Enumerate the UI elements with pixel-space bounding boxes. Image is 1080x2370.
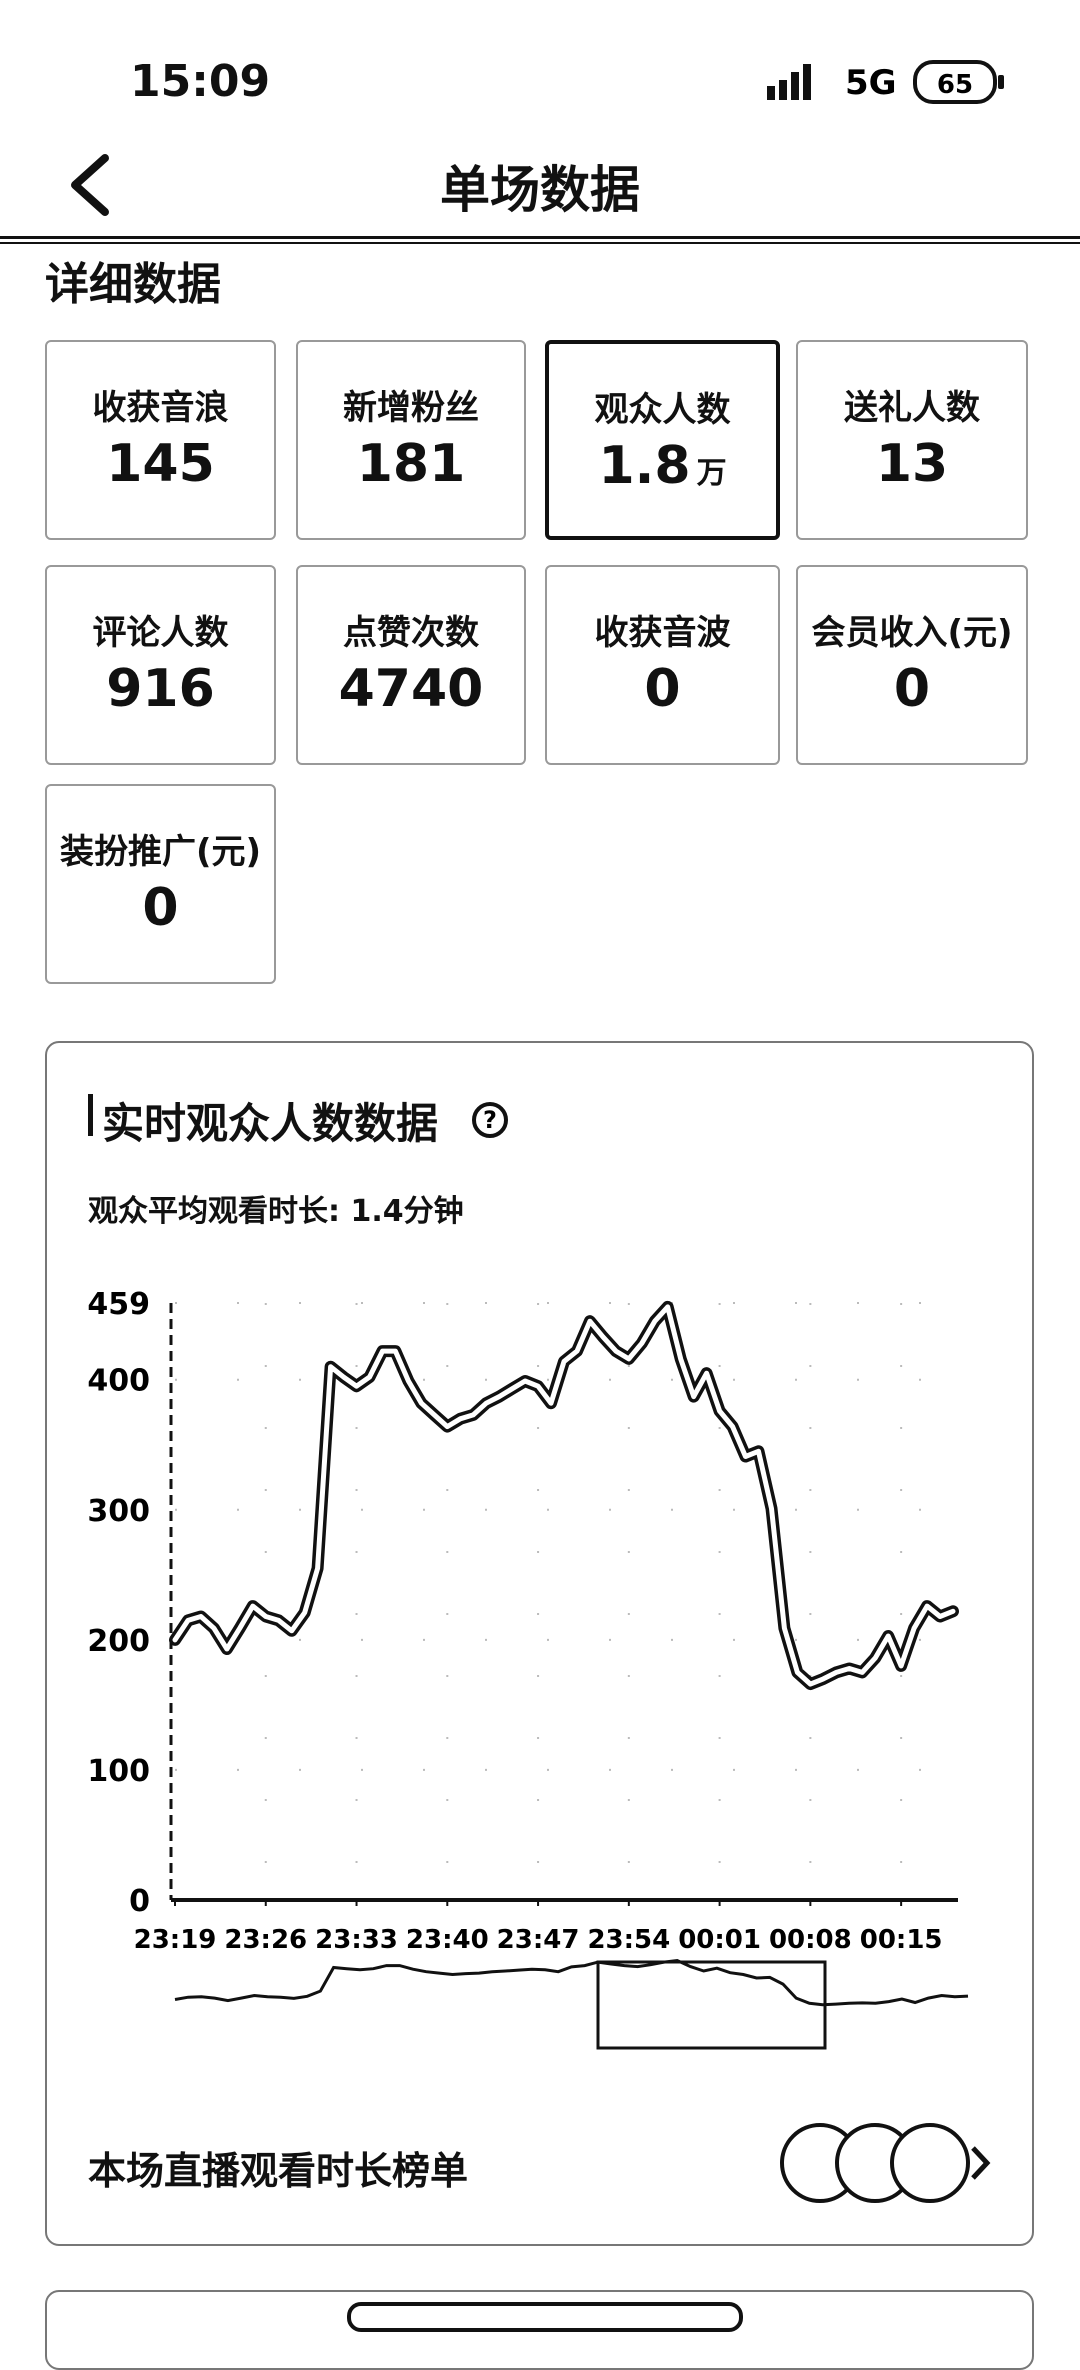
status-icons: 5G 65 bbox=[767, 60, 1004, 104]
help-icon[interactable]: ? bbox=[470, 1100, 510, 1140]
battery-frame bbox=[913, 60, 997, 104]
stat-card[interactable]: 收获音波 0 bbox=[545, 565, 780, 765]
stat-label: 送礼人数 bbox=[844, 388, 980, 428]
stat-label: 评论人数 bbox=[92, 613, 229, 653]
signal-bar bbox=[779, 80, 787, 100]
stat-value-row: 13 bbox=[798, 434, 1026, 494]
stat-label: 收获音浪 bbox=[92, 388, 229, 428]
chart-card bbox=[45, 1041, 1034, 2246]
avatar-row[interactable] bbox=[775, 2118, 1005, 2208]
x-tick-label: 23:33 bbox=[315, 1925, 398, 1955]
footer-label[interactable]: 本场直播观看时长榜单 bbox=[88, 2149, 469, 2193]
x-tick-label: 00:01 bbox=[678, 1925, 761, 1955]
stat-card[interactable]: 收获音浪 145 bbox=[45, 340, 276, 540]
y-tick-label: 100 bbox=[87, 1754, 150, 1789]
x-tick-label: 00:08 bbox=[769, 1925, 852, 1955]
stat-value-row: 1.8 万 bbox=[549, 436, 776, 496]
help-circle[interactable] bbox=[472, 1102, 508, 1138]
y-tick-label: 0 bbox=[129, 1884, 150, 1919]
stat-value: 0 bbox=[893, 659, 931, 719]
y-tick-label: 200 bbox=[87, 1624, 150, 1659]
home-indicator bbox=[347, 2302, 743, 2332]
stat-label: 收获音波 bbox=[594, 613, 731, 653]
stat-value-row: 0 bbox=[47, 878, 274, 938]
stat-value-row: 181 bbox=[298, 434, 524, 494]
stat-card[interactable]: 点赞次数 4740 bbox=[296, 565, 526, 765]
stat-value-row: 0 bbox=[547, 659, 778, 719]
x-tick-label: 23:47 bbox=[497, 1925, 580, 1955]
stat-value: 0 bbox=[644, 659, 681, 719]
back-arrow[interactable] bbox=[71, 154, 109, 216]
stat-label: 点赞次数 bbox=[343, 613, 479, 653]
signal-bar bbox=[803, 64, 811, 100]
chart: 0 100 200 300 400 459 23:19 23:26 23:33 23:40 23:4… bbox=[87, 1287, 969, 2050]
title-bar bbox=[88, 1094, 93, 1136]
x-tick-label: 00:15 bbox=[860, 1925, 943, 1955]
avatar bbox=[890, 2123, 970, 2203]
stat-label: 观众人数 bbox=[594, 390, 731, 430]
stat-unit: 万 bbox=[696, 456, 727, 491]
stat-label: 会员收入(元) bbox=[811, 613, 1013, 653]
network: 5G bbox=[845, 63, 897, 103]
stat-card[interactable]: 新增粉丝 181 bbox=[296, 340, 526, 540]
x-tick-label: 23:19 bbox=[134, 1925, 217, 1955]
stat-value-row: 916 bbox=[47, 659, 274, 719]
section-title: 详细数据 bbox=[45, 259, 221, 310]
battery-tip bbox=[998, 75, 1004, 89]
stat-value: 13 bbox=[875, 434, 949, 494]
signal-bar bbox=[767, 86, 775, 100]
stat-value-row: 0 bbox=[798, 659, 1026, 719]
stat-label: 新增粉丝 bbox=[343, 388, 479, 428]
stat-card[interactable]: 观众人数 1.8 万 bbox=[545, 340, 780, 540]
stat-value: 1.8 bbox=[598, 436, 691, 496]
stat-value: 4740 bbox=[338, 659, 484, 719]
x-tick-label: 23:40 bbox=[406, 1925, 489, 1955]
stat-value-row: 4740 bbox=[298, 659, 524, 719]
y-tick-label: 459 bbox=[87, 1287, 150, 1322]
y-tick-label: 400 bbox=[87, 1364, 150, 1399]
battery-level: 65 bbox=[937, 70, 973, 100]
help-mark[interactable]: ? bbox=[483, 1106, 497, 1134]
status-time: 15:09 bbox=[130, 56, 271, 107]
stat-card[interactable]: 装扮推广(元) 0 bbox=[45, 784, 276, 984]
chart-title: 实时观众人数数据 bbox=[102, 1099, 439, 1148]
stat-value: 181 bbox=[356, 434, 466, 494]
chart-subtitle: 观众平均观看时长: 1.4分钟 bbox=[88, 1194, 464, 1229]
header-divider bbox=[0, 236, 1080, 244]
stat-card[interactable]: 会员收入(元) 0 bbox=[796, 565, 1028, 765]
stat-value: 145 bbox=[106, 434, 215, 494]
chevron[interactable] bbox=[971, 2146, 991, 2180]
stat-card[interactable]: 送礼人数 13 bbox=[796, 340, 1028, 540]
x-tick-label: 23:26 bbox=[224, 1925, 307, 1955]
back-button[interactable] bbox=[60, 150, 120, 220]
x-tick-label: 23:54 bbox=[587, 1925, 670, 1955]
page-title: 单场数据 bbox=[440, 161, 640, 219]
stat-label: 装扮推广(元) bbox=[59, 832, 262, 872]
stat-card[interactable]: 评论人数 916 bbox=[45, 565, 276, 765]
signal-bar bbox=[791, 72, 799, 100]
overview-window bbox=[596, 1960, 827, 2050]
stat-value: 0 bbox=[142, 878, 179, 938]
stat-value-row: 145 bbox=[47, 434, 274, 494]
overview-line bbox=[174, 1958, 969, 2007]
line-inner bbox=[172, 1304, 956, 1687]
stat-value: 916 bbox=[106, 659, 215, 719]
y-tick-label: 300 bbox=[87, 1494, 150, 1529]
